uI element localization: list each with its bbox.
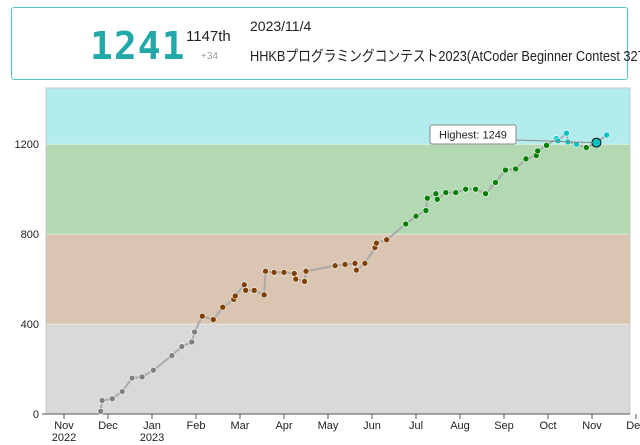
- data-point: [452, 189, 460, 196]
- data-point: [198, 312, 206, 320]
- data-point: [442, 189, 450, 196]
- rating-band: [46, 324, 630, 414]
- x-tick-label: Mar: [231, 420, 250, 432]
- data-point: [433, 195, 441, 203]
- data-point: [492, 179, 499, 186]
- data-point: [502, 166, 509, 174]
- data-point: [118, 388, 126, 395]
- x-tick-label: Jun: [363, 420, 381, 432]
- data-point: [554, 137, 562, 145]
- y-tick-label: 800: [21, 229, 39, 241]
- contest-place: 1147th: [186, 28, 231, 45]
- contest-name: HHKBプログラミングコンテスト2023(AtCoder Beginner Co…: [250, 48, 640, 65]
- data-point: [290, 270, 298, 277]
- data-point: [209, 316, 217, 323]
- y-tick-label: 400: [21, 319, 39, 331]
- data-point: [424, 194, 431, 202]
- data-point: [262, 267, 269, 275]
- x-tick-label: Feb: [187, 420, 206, 432]
- rating-band: [46, 88, 630, 145]
- data-point: [150, 366, 157, 374]
- highest-tooltip-label: Highest: 1249: [439, 130, 507, 142]
- x-tick-label: Apr: [275, 420, 292, 432]
- data-point: [97, 408, 104, 415]
- data-point: [422, 207, 430, 214]
- data-point: [219, 303, 227, 311]
- data-point: [432, 190, 440, 197]
- data-point: [98, 397, 106, 404]
- data-point: [128, 374, 136, 382]
- data-point: [534, 147, 542, 155]
- data-point: [178, 343, 186, 350]
- contest-date: 2023/11/4: [250, 18, 312, 34]
- data-point: [138, 373, 146, 381]
- data-point: [188, 338, 196, 346]
- data-point: [603, 131, 610, 139]
- x-tick-label: Nov: [54, 420, 74, 432]
- highest-tooltip: [429, 124, 517, 145]
- data-point: [472, 185, 479, 193]
- rating-band: [46, 234, 630, 325]
- data-point: [373, 239, 380, 247]
- data-point: [231, 292, 239, 300]
- data-point: [280, 269, 288, 276]
- data-point: [341, 261, 349, 268]
- data-point: [543, 142, 550, 149]
- y-tick-label: 1200: [15, 139, 39, 151]
- data-point: [302, 267, 310, 275]
- data-point: [482, 190, 489, 197]
- x-tick-label: Oct: [539, 420, 556, 432]
- data-point: [242, 287, 249, 294]
- x-tick-label: Aug: [450, 420, 470, 432]
- data-point: [353, 266, 360, 274]
- data-point: [301, 278, 308, 285]
- data-point: [573, 140, 580, 148]
- data-point: [270, 269, 278, 276]
- data-point: [412, 212, 420, 220]
- rating-band: [46, 144, 630, 235]
- data-point: [402, 220, 410, 228]
- data-point: [361, 260, 369, 267]
- x-tick-label: Dec: [98, 420, 118, 432]
- data-point: [563, 129, 570, 137]
- x-tick-label: Dec: [626, 420, 640, 432]
- x-tick-label: Sep: [494, 420, 514, 432]
- contest-info-panel: 1241 1147th +34 2023/11/4 HHKBプログラミングコンテ…: [11, 7, 640, 80]
- data-point: [522, 155, 530, 163]
- x-tick-label: Nov: [582, 420, 602, 432]
- data-point: [292, 275, 300, 283]
- x-tick-label: May: [318, 420, 339, 432]
- data-point: [512, 165, 520, 173]
- data-point: [250, 287, 258, 294]
- data-point: [108, 395, 116, 403]
- data-point: [191, 328, 198, 336]
- x-tick-label: Jan: [143, 420, 161, 432]
- data-point: [583, 144, 590, 151]
- rating-diff: +34: [201, 51, 218, 62]
- data-point: [168, 352, 176, 359]
- y-tick-label: 0: [33, 409, 39, 421]
- tooltip-pointer: [515, 139, 594, 144]
- x-year-label: 2022: [52, 432, 76, 444]
- data-point: [240, 281, 248, 289]
- x-tick-label: Jul: [409, 420, 423, 432]
- data-point: [260, 291, 268, 299]
- data-point: [331, 262, 339, 269]
- data-point: [462, 185, 469, 193]
- x-year-label: 2023: [140, 432, 164, 444]
- data-point: [351, 260, 359, 267]
- data-point: [383, 236, 390, 244]
- current-rating: 1241: [90, 24, 186, 68]
